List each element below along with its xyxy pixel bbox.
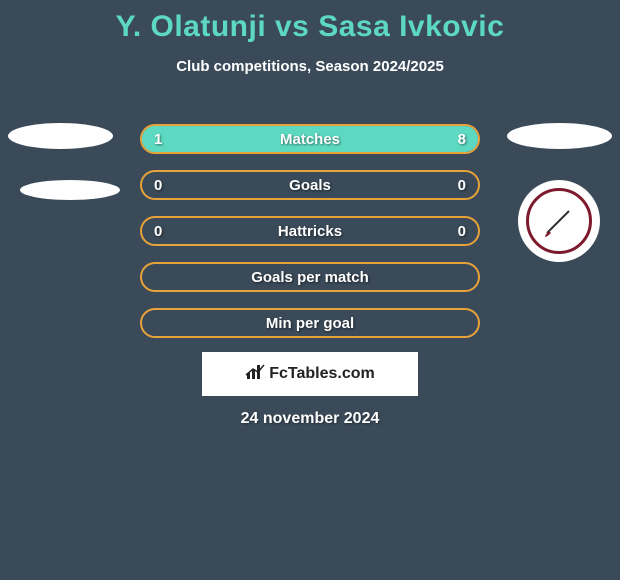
bar-label: Min per goal: [142, 310, 478, 336]
date-text: 24 november 2024: [0, 410, 620, 428]
bar-row-min-per-goal: Min per goal: [140, 308, 480, 338]
bar-row-goals-per-match: Goals per match: [140, 262, 480, 292]
bar-value-right: 8: [458, 126, 466, 152]
player-right-logo-primary: [507, 123, 612, 149]
club-crest-icon: [526, 188, 592, 254]
bar-label: Hattricks: [142, 218, 478, 244]
brand-badge: FcTables.com: [202, 352, 418, 396]
bar-label: Goals: [142, 172, 478, 198]
bar-row-hattricks: 0 Hattricks 0: [140, 216, 480, 246]
bar-value-right: 0: [458, 172, 466, 198]
page-title: Y. Olatunji vs Sasa Ivkovic: [0, 0, 620, 44]
subtitle: Club competitions, Season 2024/2025: [0, 58, 620, 75]
bar-row-goals: 0 Goals 0: [140, 170, 480, 200]
player-right-club-crest: [518, 180, 600, 262]
comparison-chart: 1 Matches 8 0 Goals 0 0 Hattricks 0 Goal…: [140, 124, 480, 354]
player-left-logo-secondary: [20, 180, 120, 200]
chart-icon: [245, 363, 265, 386]
brand-text: FcTables.com: [269, 365, 375, 383]
bar-label: Goals per match: [142, 264, 478, 290]
bar-label: Matches: [142, 126, 478, 152]
player-left-logo-primary: [8, 123, 113, 149]
bar-row-matches: 1 Matches 8: [140, 124, 480, 154]
bar-value-right: 0: [458, 218, 466, 244]
